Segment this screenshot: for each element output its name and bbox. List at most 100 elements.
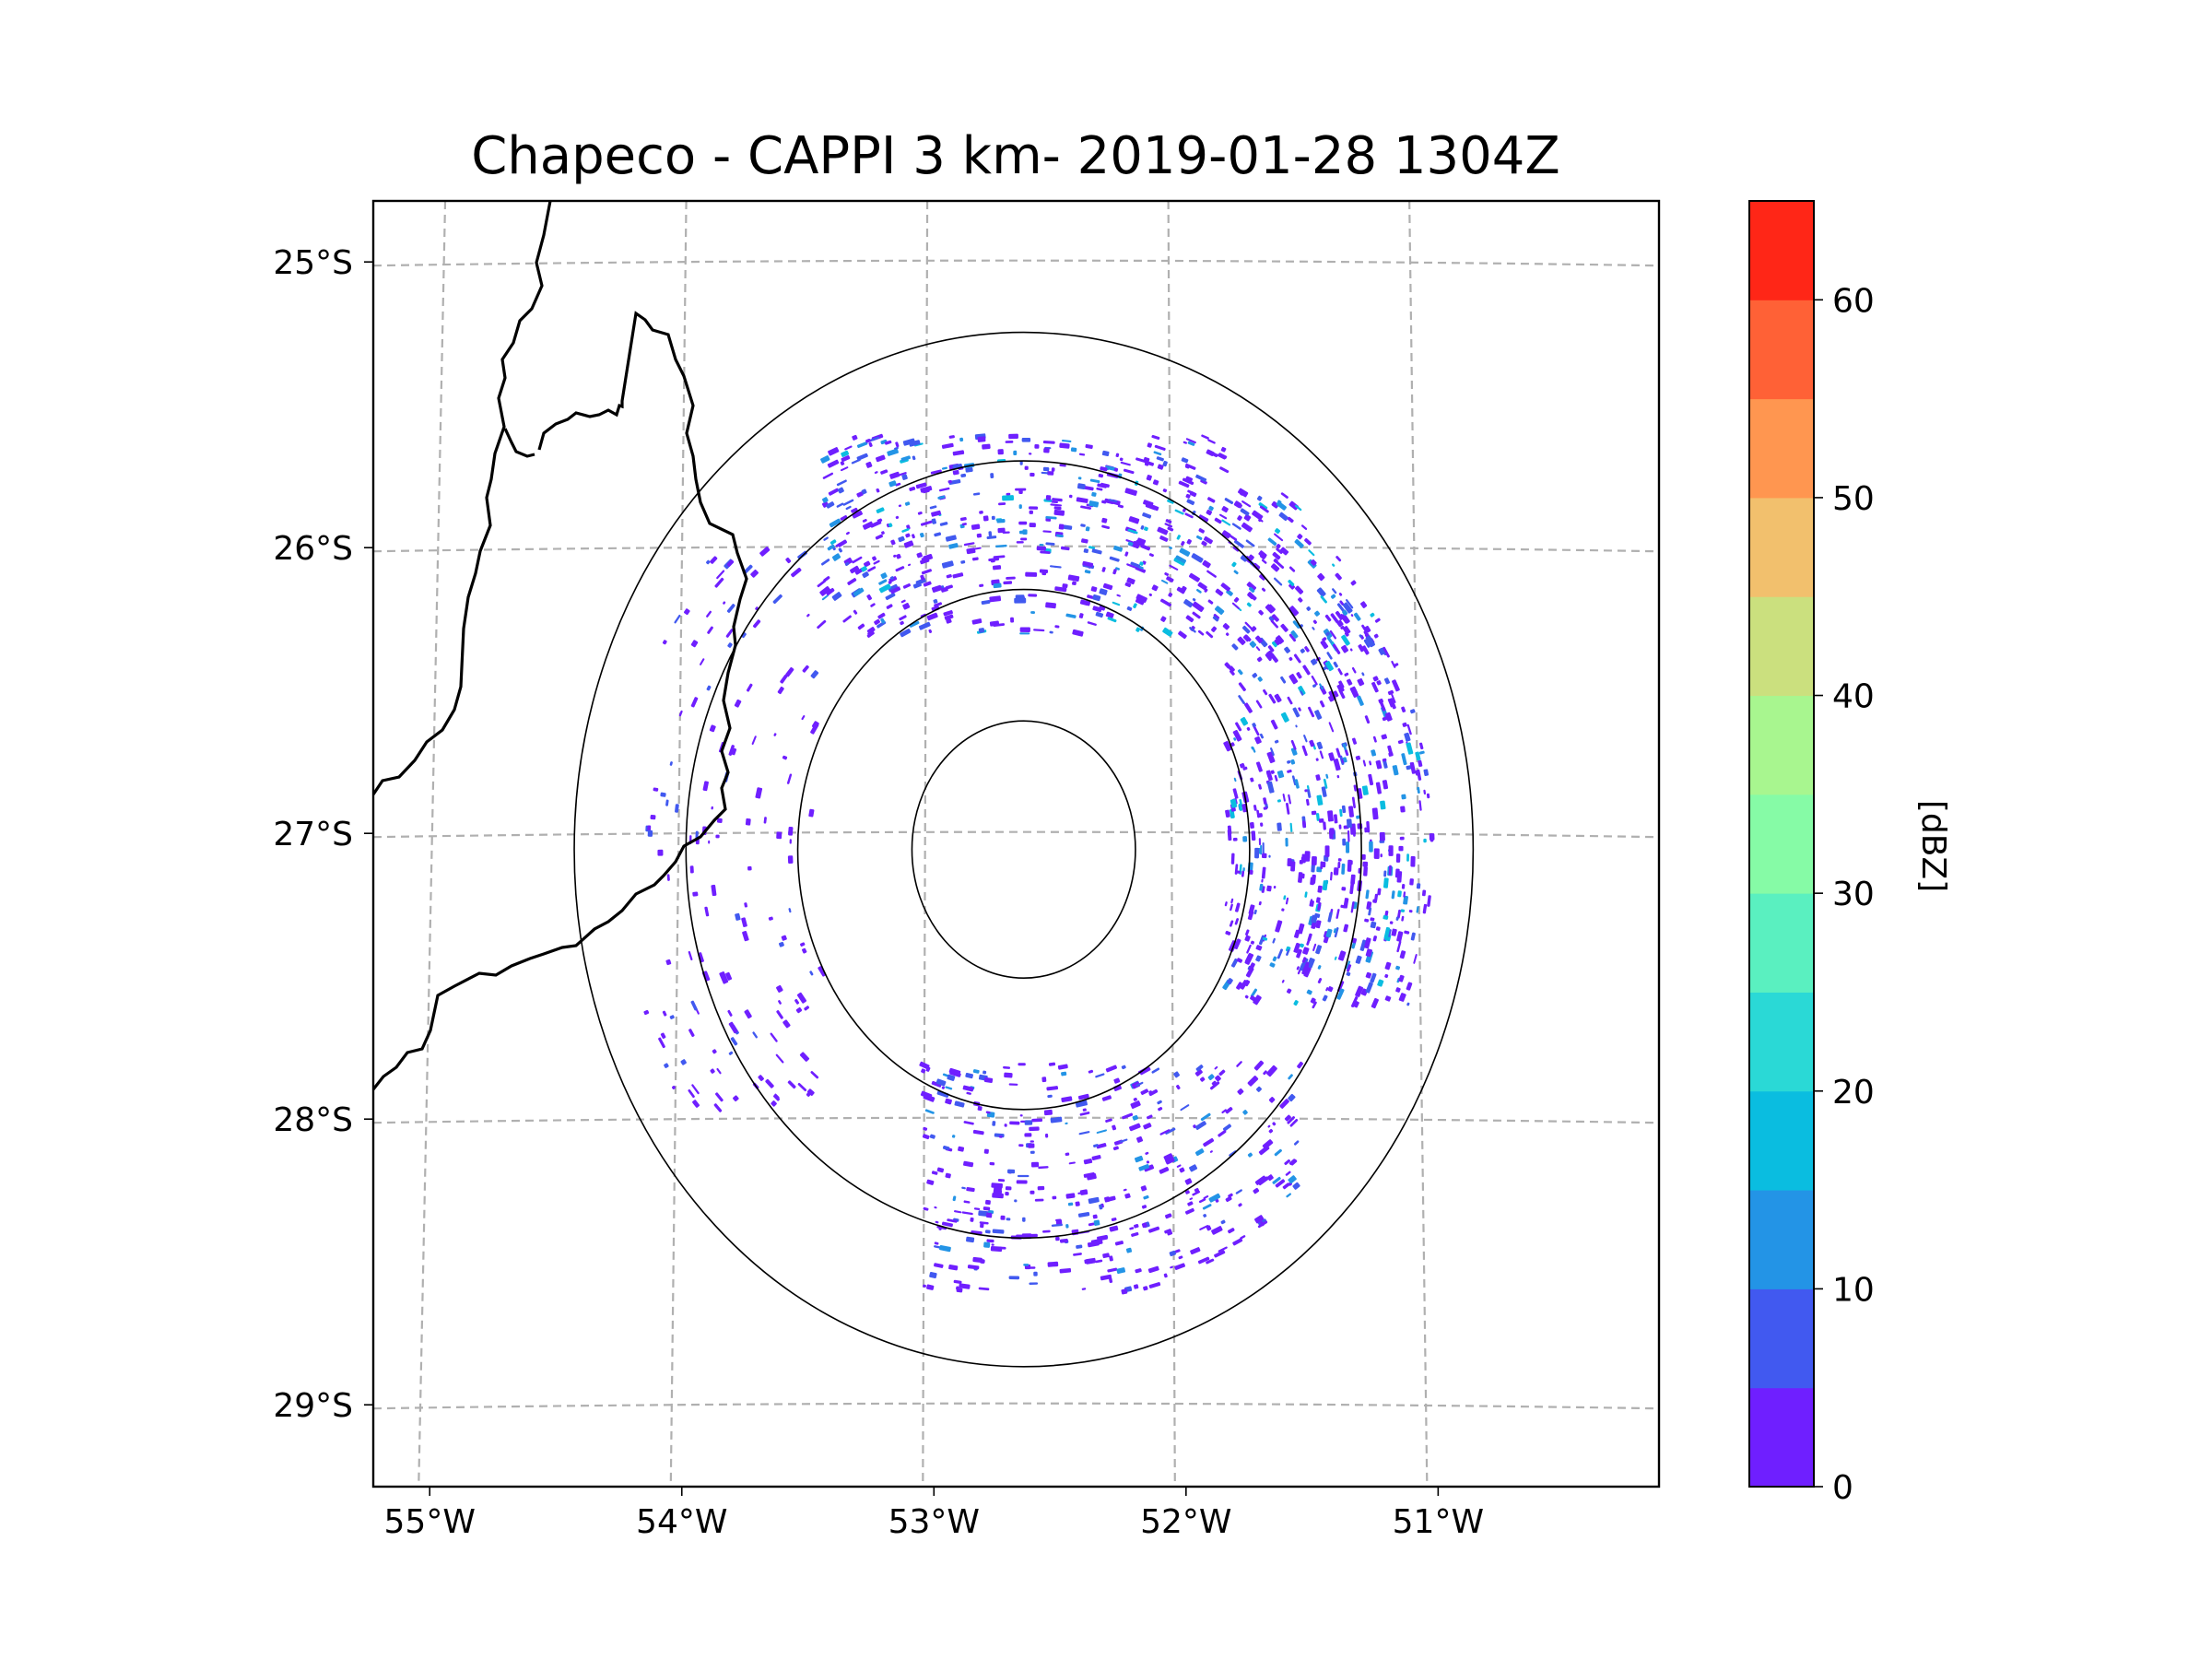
echo-cell: [1225, 632, 1230, 636]
echo-cell: [665, 799, 669, 806]
echo-cell: [929, 1134, 935, 1139]
echo-cell: [1076, 1244, 1083, 1249]
echo-cell: [1309, 739, 1315, 747]
echo-cell: [776, 1010, 783, 1019]
echo-cell: [1254, 735, 1262, 745]
echo-cell: [1296, 966, 1300, 971]
echo-cell: [1077, 1211, 1090, 1218]
echo-cell: [1236, 982, 1243, 990]
echo-cell: [1266, 1065, 1277, 1077]
echo-cell: [1076, 497, 1088, 503]
echo-cell: [880, 618, 886, 624]
echo-cell: [847, 578, 857, 585]
echo-cell: [1135, 457, 1147, 464]
echo-cell: [978, 628, 985, 633]
echo-cell: [1045, 542, 1055, 546]
echo-cell: [1019, 460, 1023, 465]
echo-cell: [1124, 488, 1137, 496]
echo-cell: [1051, 467, 1055, 472]
echo-cell: [1404, 732, 1411, 742]
echo-cell: [985, 1111, 991, 1114]
echo-cell: [1146, 475, 1152, 481]
echo-cell: [939, 522, 948, 526]
echo-cell: [1097, 1234, 1108, 1241]
echo-cell: [1253, 994, 1262, 1006]
echo-cell: [1211, 1080, 1217, 1086]
echo-cell: [1084, 570, 1091, 574]
echo-cell: [1030, 1150, 1035, 1154]
echo-cell: [1288, 579, 1295, 586]
echo-cell: [1237, 515, 1242, 522]
echo-cell: [1315, 920, 1322, 929]
echo-cell: [1159, 1167, 1170, 1174]
echo-cell: [1005, 441, 1014, 443]
echo-cell: [1122, 1112, 1134, 1120]
echo-cell: [1091, 491, 1097, 497]
echo-cell: [1318, 818, 1324, 823]
echo-cell: [1030, 472, 1035, 477]
echo-cell: [1283, 895, 1287, 900]
echo-cell: [1254, 847, 1260, 859]
echo-cell: [1322, 994, 1328, 1002]
echo-cell: [1215, 588, 1224, 596]
echo-cell: [700, 658, 705, 665]
echo-cell: [1403, 895, 1408, 905]
echo-cell: [923, 1284, 926, 1288]
echo-cell: [1259, 552, 1267, 560]
echo-cell: [772, 1094, 781, 1101]
echo-cell: [1328, 695, 1335, 702]
echo-cell: [1101, 524, 1110, 529]
echo-cell: [1108, 1277, 1113, 1284]
echo-cell: [876, 521, 881, 525]
echo-cell: [1308, 549, 1315, 557]
echo-cell: [647, 830, 653, 837]
echo-cell: [1191, 553, 1204, 563]
echo-cell: [1258, 783, 1263, 790]
echo-cell: [922, 488, 930, 494]
echo-cell: [1350, 614, 1354, 618]
echo-cell: [1183, 599, 1194, 608]
echo-cell: [1383, 870, 1387, 877]
echo-cell: [1284, 646, 1290, 653]
echo-cell: [1146, 1160, 1150, 1164]
echo-cell: [1018, 1063, 1026, 1066]
echo-cell: [1346, 964, 1352, 972]
echo-cell: [1306, 788, 1312, 798]
echo-cell: [1288, 1175, 1297, 1184]
echo-cell: [1200, 1112, 1211, 1122]
echo-cell: [982, 515, 989, 522]
echo-cell: [1286, 948, 1290, 956]
echo-cell: [1203, 535, 1213, 545]
echo-cell: [1343, 924, 1349, 933]
echo-cell: [1055, 534, 1064, 538]
echo-cell: [840, 461, 845, 466]
echo-cell: [1250, 940, 1255, 945]
echo-cell: [1301, 963, 1310, 975]
echo-cell: [1141, 1205, 1147, 1209]
echo-cell: [830, 539, 837, 545]
echo-cell: [1206, 1258, 1215, 1265]
echo-cell: [1277, 770, 1285, 779]
echo-cell: [1082, 1108, 1087, 1112]
echo-cell: [1268, 616, 1275, 622]
echo-cell: [1296, 672, 1302, 679]
echo-cell: [923, 581, 932, 587]
echo-cell: [1255, 945, 1263, 951]
echo-cell: [1045, 495, 1052, 500]
echo-cell: [1316, 587, 1326, 597]
echo-cell: [878, 583, 891, 594]
echo-cell: [1147, 1265, 1159, 1274]
echo-cell: [1388, 752, 1394, 757]
echo-cell: [1096, 487, 1103, 491]
echo-cell: [1422, 903, 1428, 914]
colorbar-frame: [1748, 200, 1815, 1488]
echo-cell: [1287, 1116, 1296, 1124]
echo-cell: [1228, 1193, 1233, 1198]
echo-cell: [1392, 765, 1399, 776]
echo-cell: [1113, 545, 1124, 552]
echo-cell: [776, 984, 783, 993]
echo-cell: [1242, 836, 1248, 842]
echo-cell: [662, 1010, 667, 1017]
echo-cell: [1341, 644, 1349, 653]
echo-cell: [1081, 538, 1088, 544]
